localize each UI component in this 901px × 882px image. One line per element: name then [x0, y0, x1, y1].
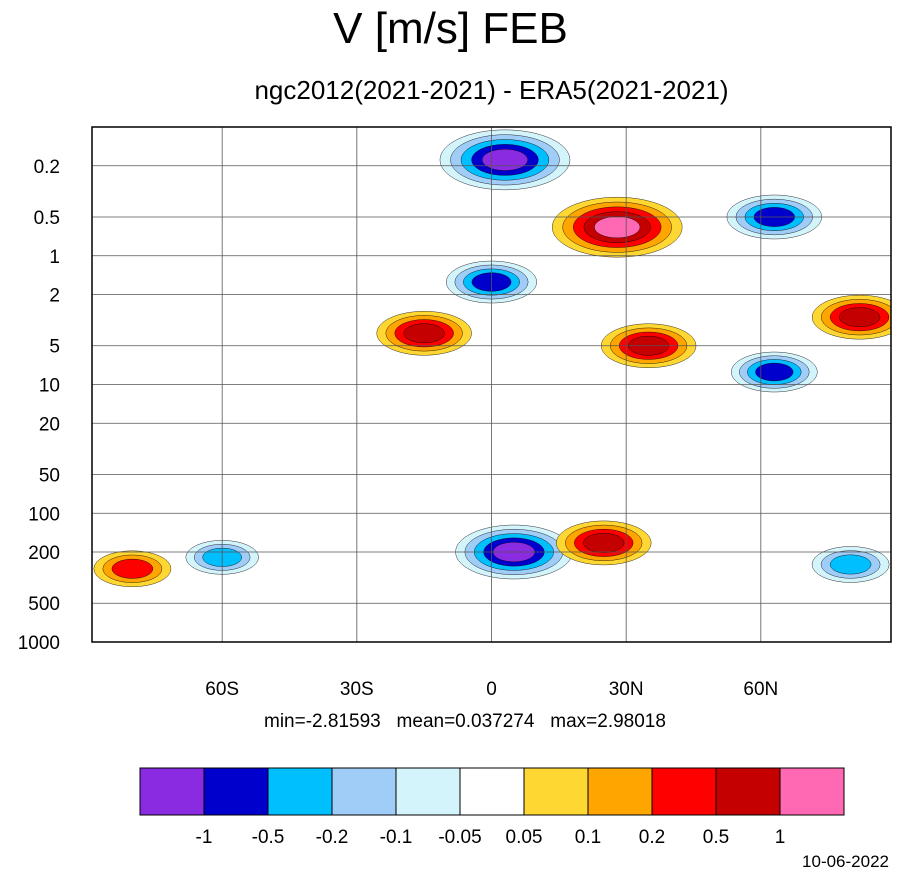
heatmap-field: [93, 129, 891, 587]
contour-blob: [481, 148, 529, 171]
chart-subtitle: ngc2012(2021-2021) - ERA5(2021-2021): [254, 75, 729, 105]
y-tick-label: 50: [39, 465, 60, 486]
contour-blob: [403, 323, 445, 344]
contour-blob: [111, 558, 154, 579]
colorbar-label: -0.05: [438, 827, 481, 848]
colorbar-label: -0.1: [380, 827, 413, 848]
y-tick-label: 100: [28, 504, 60, 525]
contour-blob: [829, 554, 872, 575]
axes: 0.2 0.5 1 2 5 10 20 50 100 200 500 1000 60S 30S 0 30N 60…: [18, 157, 779, 700]
colorbar-swatch: [651, 767, 717, 816]
colorbar-swatch: [779, 767, 845, 816]
colorbar-swatch: [395, 767, 461, 816]
y-tick-label: 1: [49, 247, 60, 268]
colorbar-swatch: [459, 767, 525, 816]
contour-blob: [594, 216, 641, 239]
grid-lines: [92, 127, 891, 643]
colorbar-swatch: [715, 767, 781, 816]
contour-blob: [838, 307, 881, 327]
y-tick-label: 20: [39, 414, 60, 435]
colorbar-label: 0.2: [639, 827, 665, 848]
y-tick-label: 10: [39, 376, 60, 397]
x-tick-label: 60S: [205, 679, 239, 700]
plot-frame: [91, 126, 892, 643]
colorbar-label: -0.5: [252, 827, 285, 848]
colorbar-swatch: [523, 767, 589, 816]
x-tick-label: 30S: [340, 679, 374, 700]
colorbar-label: 0.1: [575, 827, 601, 848]
y-tick-label: 1000: [18, 633, 60, 654]
colorbar-swatch: [267, 767, 333, 816]
date-label: 10-06-2022: [802, 852, 889, 871]
y-tick-label: 2: [49, 286, 60, 307]
colorbar-label: -0.2: [316, 827, 349, 848]
colorbar-label: 0.05: [506, 827, 543, 848]
colorbar-label: -1: [196, 827, 213, 848]
contour-blob: [583, 533, 625, 553]
y-tick-label: 5: [49, 337, 60, 358]
x-tick-label: 0: [486, 679, 497, 700]
colorbar-swatch: [587, 767, 653, 816]
y-tick-label: 500: [28, 594, 60, 615]
colorbar-swatch: [203, 767, 269, 816]
colorbar-label: 0.5: [703, 827, 729, 848]
y-tick-label: 200: [28, 543, 60, 564]
stats-line: min=-2.81593 mean=0.037274 max=2.98018: [264, 711, 666, 732]
colorbar-swatch: [331, 767, 397, 816]
y-tick-label: 0.5: [34, 208, 60, 229]
colorbar-swatch: [139, 767, 205, 816]
x-tick-label: 60N: [743, 679, 778, 700]
y-tick-label: 0.2: [34, 157, 60, 178]
colorbar-label: 1: [775, 827, 786, 848]
chart-title: V [m/s] FEB: [333, 4, 568, 53]
x-tick-label: 30N: [609, 679, 644, 700]
contour-blob: [755, 362, 794, 382]
colorbar: -1 -0.5 -0.2 -0.1 -0.05 0.05 0.1 0.2 0.5 1: [139, 767, 845, 848]
